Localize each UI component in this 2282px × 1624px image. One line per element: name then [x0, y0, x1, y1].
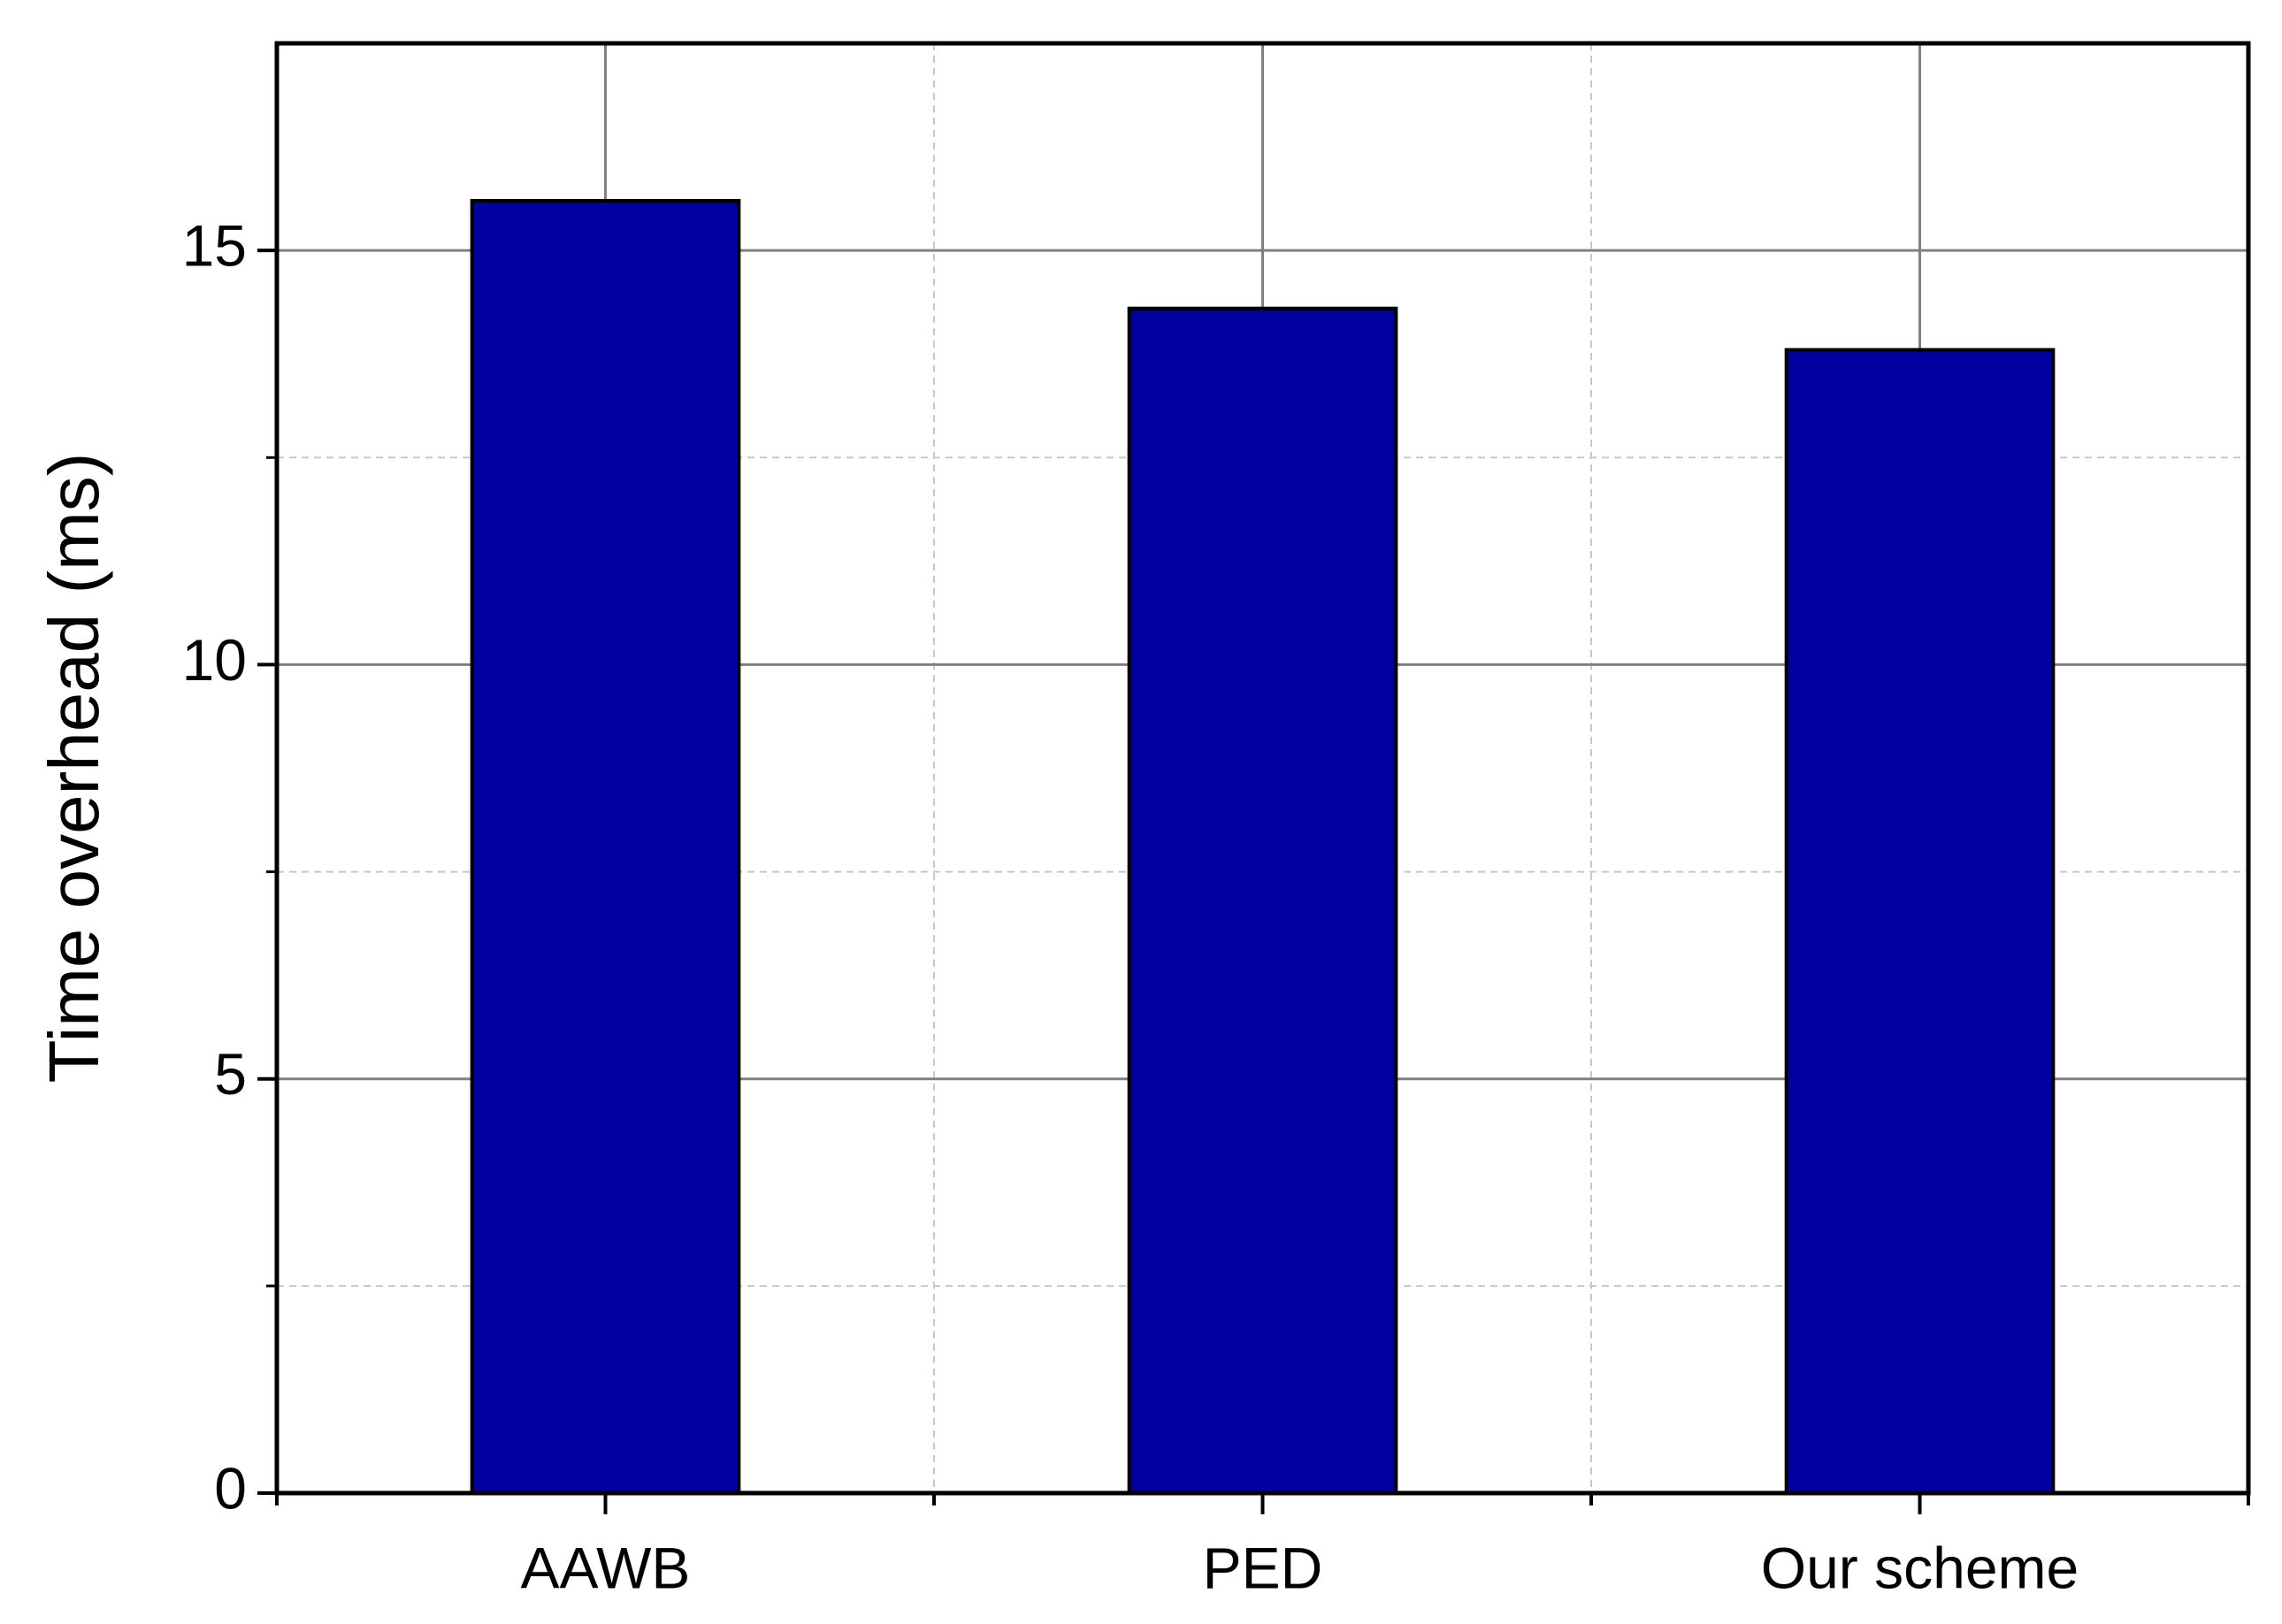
plot-frame — [274, 41, 2251, 1496]
y-tick-label: 0 — [214, 1455, 247, 1521]
y-tick-label: 5 — [214, 1041, 247, 1107]
bar — [470, 198, 741, 1495]
bar — [1784, 348, 2056, 1496]
x-tick-label: AAWB — [521, 1535, 691, 1600]
x-tick-label: PED — [1203, 1535, 1323, 1600]
x-tick-label: Our scheme — [1761, 1535, 2079, 1600]
bar — [1127, 306, 1398, 1495]
y-tick-label: 10 — [182, 627, 247, 693]
y-tick-label: 15 — [182, 213, 247, 279]
y-axis-label: Time overhead (ms) — [34, 453, 113, 1084]
